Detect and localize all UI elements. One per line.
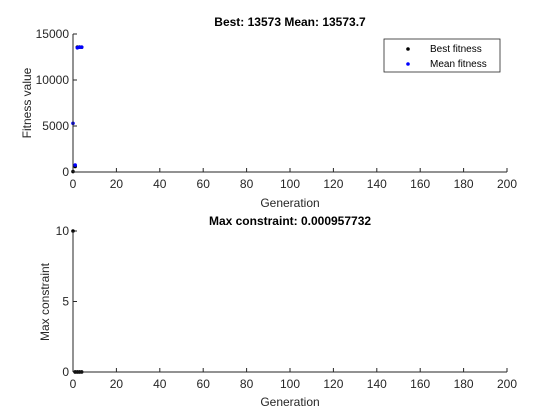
fitness-xtick-label: 180 [454,177,474,191]
fitness-xtick-label: 140 [367,177,387,191]
fitness-plot-title: Best: 13573 Mean: 13573.7 [214,15,366,29]
constraint-xtick-label: 180 [454,377,474,391]
constraint-plot-ticks: 0 20 40 60 80 100 120 140 160 180 200 0 5 10 [56,224,518,391]
fitness-legend-box [383,38,501,73]
constraint-xtick-label: 0 [70,377,77,391]
legend-best-label: Best fitness [430,44,482,55]
fitness-series-1-point [79,45,84,49]
constraint-xtick-label: 80 [240,377,254,391]
constraint-xtick-label: 120 [323,377,343,391]
fitness-series-1-point [73,163,77,167]
constraint-plot-ylabel: Max constraint [38,262,52,341]
constraint-xtick-label: 200 [497,377,517,391]
fitness-xtick-label: 0 [70,177,77,191]
fitness-ytick-label: 10000 [36,73,70,87]
constraint-xtick-label: 140 [367,377,387,391]
fitness-xtick-label: 100 [280,177,300,191]
fitness-xtick-label: 40 [153,177,167,191]
constraint-plot-xlabel: Generation [260,395,319,409]
fitness-ytick-label: 15000 [36,27,70,41]
fitness-xtick-label: 160 [410,177,430,191]
fitness-plot-xlabel: Generation [260,196,319,210]
legend-mean-label: Mean fitness [430,59,487,70]
fitness-plot-ticks: 0 20 40 60 80 100 120 140 160 180 200 0 5000 10000 150… [36,27,518,191]
fitness-xtick-label: 80 [240,177,254,191]
fitness-ytick-label: 5000 [42,119,69,133]
constraint-ytick-label: 10 [56,224,70,238]
fitness-xtick-label: 20 [110,177,124,191]
constraint-plot-title: Max constraint: 0.000957732 [209,214,371,228]
fitness-xtick-label: 60 [197,177,211,191]
legend-best-marker [406,47,410,51]
fitness-xtick-label: 120 [323,177,343,191]
fitness-plot-ylabel: Fitness value [20,67,34,138]
constraint-xtick-label: 160 [410,377,430,391]
legend-mean-marker [406,62,410,66]
fitness-ytick-label: 0 [62,165,69,179]
constraint-plot-area [73,231,507,372]
fitness-legend: Best fitness Mean fitness [383,38,501,73]
constraint-ytick-label: 0 [62,365,69,379]
constraint-xtick-label: 20 [110,377,124,391]
fitness-plot: Best: 13573 Mean: 13573.7 Generation Fit… [20,15,517,210]
constraint-plot: Max constraint: 0.000957732 Generation M… [38,214,517,409]
constraint-xtick-label: 40 [153,377,167,391]
constraint-plot-marks [71,229,84,374]
constraint-xtick-label: 100 [280,377,300,391]
fitness-xtick-label: 200 [497,177,517,191]
constraint-ytick-label: 5 [62,295,69,309]
fitness-plot-marks [71,45,84,174]
constraint-xtick-label: 60 [197,377,211,391]
